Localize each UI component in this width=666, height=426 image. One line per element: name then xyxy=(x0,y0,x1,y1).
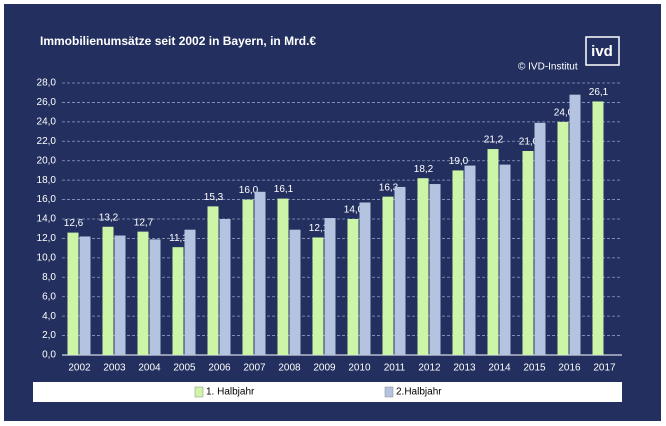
value-label: 16,0 xyxy=(239,185,259,196)
bar xyxy=(137,231,149,355)
logo-box xyxy=(585,36,620,66)
value-label: 13,2 xyxy=(99,212,119,223)
legend-label: 2.Halbjahr xyxy=(396,387,442,398)
value-label: 21,2 xyxy=(484,135,504,146)
bar xyxy=(382,196,394,355)
y-tick-label: 16,0 xyxy=(37,194,57,205)
x-tick-label: 2011 xyxy=(384,363,406,374)
annotation: © IVD-Institut xyxy=(518,62,578,73)
y-tick-label: 14,0 xyxy=(37,214,57,225)
value-label: 19,0 xyxy=(449,156,469,167)
value-label: 21,0 xyxy=(519,137,539,148)
x-tick-label: 2015 xyxy=(523,363,546,374)
y-tick-label: 6,0 xyxy=(42,291,56,302)
x-tick-label: 2012 xyxy=(418,363,441,374)
value-label: 12,1 xyxy=(309,223,329,234)
bar xyxy=(429,184,441,355)
value-label: 26,1 xyxy=(589,87,609,98)
bar xyxy=(207,206,219,355)
y-tick-label: 28,0 xyxy=(37,78,57,89)
value-label: 24,0 xyxy=(554,107,574,118)
value-label: 14,0 xyxy=(344,205,364,216)
y-tick-label: 8,0 xyxy=(42,272,56,283)
bar xyxy=(464,165,476,355)
legend-box xyxy=(33,382,622,402)
x-tick-label: 2002 xyxy=(68,363,91,374)
bar xyxy=(289,229,301,355)
bar xyxy=(499,164,511,355)
value-label: 12,7 xyxy=(134,217,154,228)
bar xyxy=(417,178,429,355)
bar xyxy=(359,202,371,355)
logo: ivd xyxy=(591,43,613,60)
y-tick-label: 10,0 xyxy=(37,252,57,263)
bar xyxy=(114,235,126,355)
bar xyxy=(149,239,161,355)
legend-swatch xyxy=(194,386,204,398)
x-tick-label: 2006 xyxy=(208,363,231,374)
bar xyxy=(79,236,91,355)
bar xyxy=(254,191,266,355)
y-tick-label: 12,0 xyxy=(37,233,57,244)
bar xyxy=(277,198,289,355)
legend-label: 1. Halbjahr xyxy=(206,387,255,398)
bar xyxy=(102,226,114,355)
x-tick-label: 2017 xyxy=(593,363,616,374)
value-label: 11,1 xyxy=(169,233,188,244)
y-tick-label: 4,0 xyxy=(42,311,56,322)
value-label: 15,3 xyxy=(204,192,224,203)
y-tick-label: 20,0 xyxy=(37,155,57,166)
bar xyxy=(347,219,359,355)
value-label: 18,2 xyxy=(414,164,434,175)
x-tick-label: 2014 xyxy=(488,363,511,374)
x-tick-label: 2013 xyxy=(453,363,476,374)
value-label: 16,1 xyxy=(274,184,294,195)
x-tick-label: 2005 xyxy=(173,363,196,374)
x-tick-label: 2009 xyxy=(313,363,336,374)
bar xyxy=(312,237,324,355)
bar xyxy=(522,151,534,355)
bar xyxy=(592,101,604,355)
bar xyxy=(394,186,406,355)
y-tick-label: 18,0 xyxy=(37,175,57,186)
y-tick-label: 26,0 xyxy=(37,97,57,108)
bar xyxy=(452,170,464,355)
bar xyxy=(557,121,569,355)
bar xyxy=(569,94,581,356)
x-tick-label: 2010 xyxy=(348,363,371,374)
x-tick-label: 2007 xyxy=(243,363,266,374)
y-tick-label: 2,0 xyxy=(42,330,56,341)
bar xyxy=(172,247,184,355)
bar xyxy=(184,229,196,355)
bar xyxy=(534,122,546,355)
y-tick-label: 0,0 xyxy=(42,350,56,361)
bar xyxy=(219,219,231,355)
chart-title: Immobilienumsätze seit 2002 in Bayern, i… xyxy=(40,34,316,48)
x-tick-label: 2016 xyxy=(558,363,581,374)
bar xyxy=(242,199,254,355)
bar xyxy=(487,149,499,355)
value-label: 16,3 xyxy=(379,182,399,193)
x-tick-label: 2004 xyxy=(138,363,161,374)
y-tick-label: 24,0 xyxy=(37,116,57,127)
bar xyxy=(67,232,79,355)
x-tick-label: 2003 xyxy=(103,363,126,374)
legend-swatch xyxy=(384,386,394,398)
x-tick-label: 2008 xyxy=(278,363,301,374)
y-tick-label: 22,0 xyxy=(37,136,57,147)
bar xyxy=(324,218,336,355)
value-label: 12,6 xyxy=(64,218,84,229)
